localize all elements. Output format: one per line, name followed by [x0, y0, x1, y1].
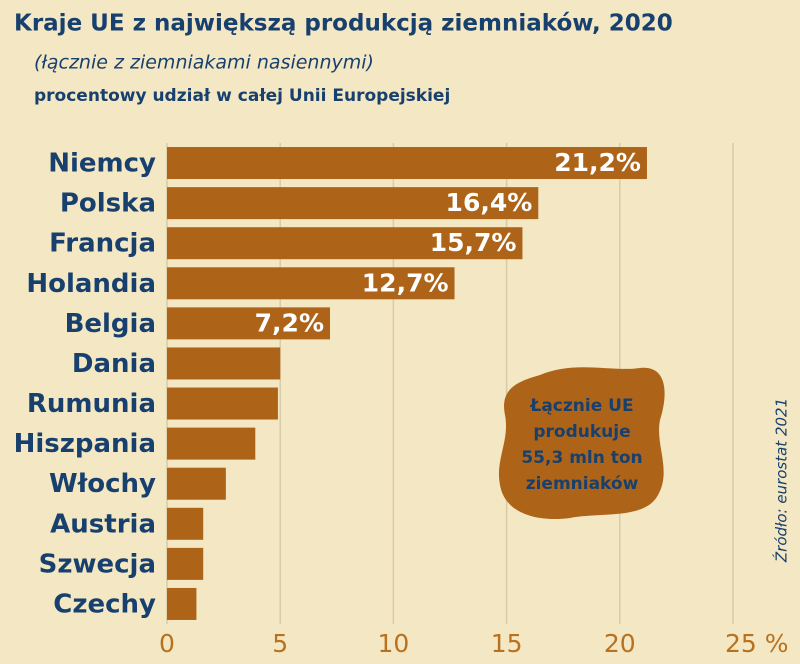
- x-tick-label: 0: [159, 629, 175, 658]
- source: Źródło: eurostat 2021: [772, 398, 791, 563]
- annotation-line: Łącznie UE: [529, 396, 633, 416]
- annotation-line: produkuje: [533, 422, 630, 442]
- category-label: Dania: [72, 349, 156, 379]
- bar: [167, 347, 281, 380]
- grid: 0 5 10 15 20 25 %: [159, 143, 789, 658]
- category-label: Holandia: [26, 269, 156, 299]
- category-label: Czechy: [53, 589, 156, 619]
- bar: [167, 267, 455, 300]
- bar: [167, 227, 523, 260]
- value-label: 15,7%: [430, 228, 517, 257]
- annotation-line: 55,3 mln ton: [521, 448, 642, 468]
- x-tick-label: 10: [377, 629, 409, 658]
- bar: [167, 507, 204, 540]
- category-label: Hiszpania: [14, 429, 156, 459]
- category-label: Rumunia: [27, 389, 156, 419]
- bar: [167, 307, 331, 340]
- bar: [167, 587, 197, 620]
- chart-subtitle: (łącznie z ziemniakami nasiennymi): [34, 52, 374, 74]
- annotation: Łącznie UE produkuje 55,3 mln ton ziemniakó…: [521, 396, 642, 494]
- annotation-line: ziemniaków: [526, 474, 639, 494]
- bars: Niemcy 21,2% Polska 16,4% Francja 15,7% Holand…: [14, 147, 647, 620]
- x-tick-label: 5: [272, 629, 288, 658]
- category-label: Polska: [60, 189, 156, 219]
- category-label: Niemcy: [48, 149, 156, 179]
- category-label: Francja: [49, 229, 156, 259]
- chart-description: procentowy udział w całej Unii Europejsk…: [34, 86, 450, 106]
- x-tick-label: 20: [604, 629, 636, 658]
- bar: [167, 547, 204, 580]
- value-label: 12,7%: [362, 268, 449, 297]
- x-tick-label: 15: [491, 629, 523, 658]
- chart-title: Kraje UE z największą produkcją ziemniak…: [14, 11, 673, 37]
- category-label: Szwecja: [39, 549, 156, 579]
- value-label: 21,2%: [554, 148, 641, 177]
- bar: [167, 467, 226, 500]
- value-label: 7,2%: [255, 308, 324, 337]
- x-tick-label: 25 %: [725, 629, 789, 658]
- category-label: Austria: [50, 509, 156, 539]
- bar: [167, 427, 256, 460]
- category-label: Włochy: [49, 469, 156, 499]
- value-label: 16,4%: [446, 188, 533, 217]
- bar: [167, 187, 539, 220]
- bar: [167, 387, 278, 420]
- bar: [167, 147, 647, 180]
- category-label: Belgia: [65, 309, 156, 339]
- annotation-blob: [498, 367, 665, 520]
